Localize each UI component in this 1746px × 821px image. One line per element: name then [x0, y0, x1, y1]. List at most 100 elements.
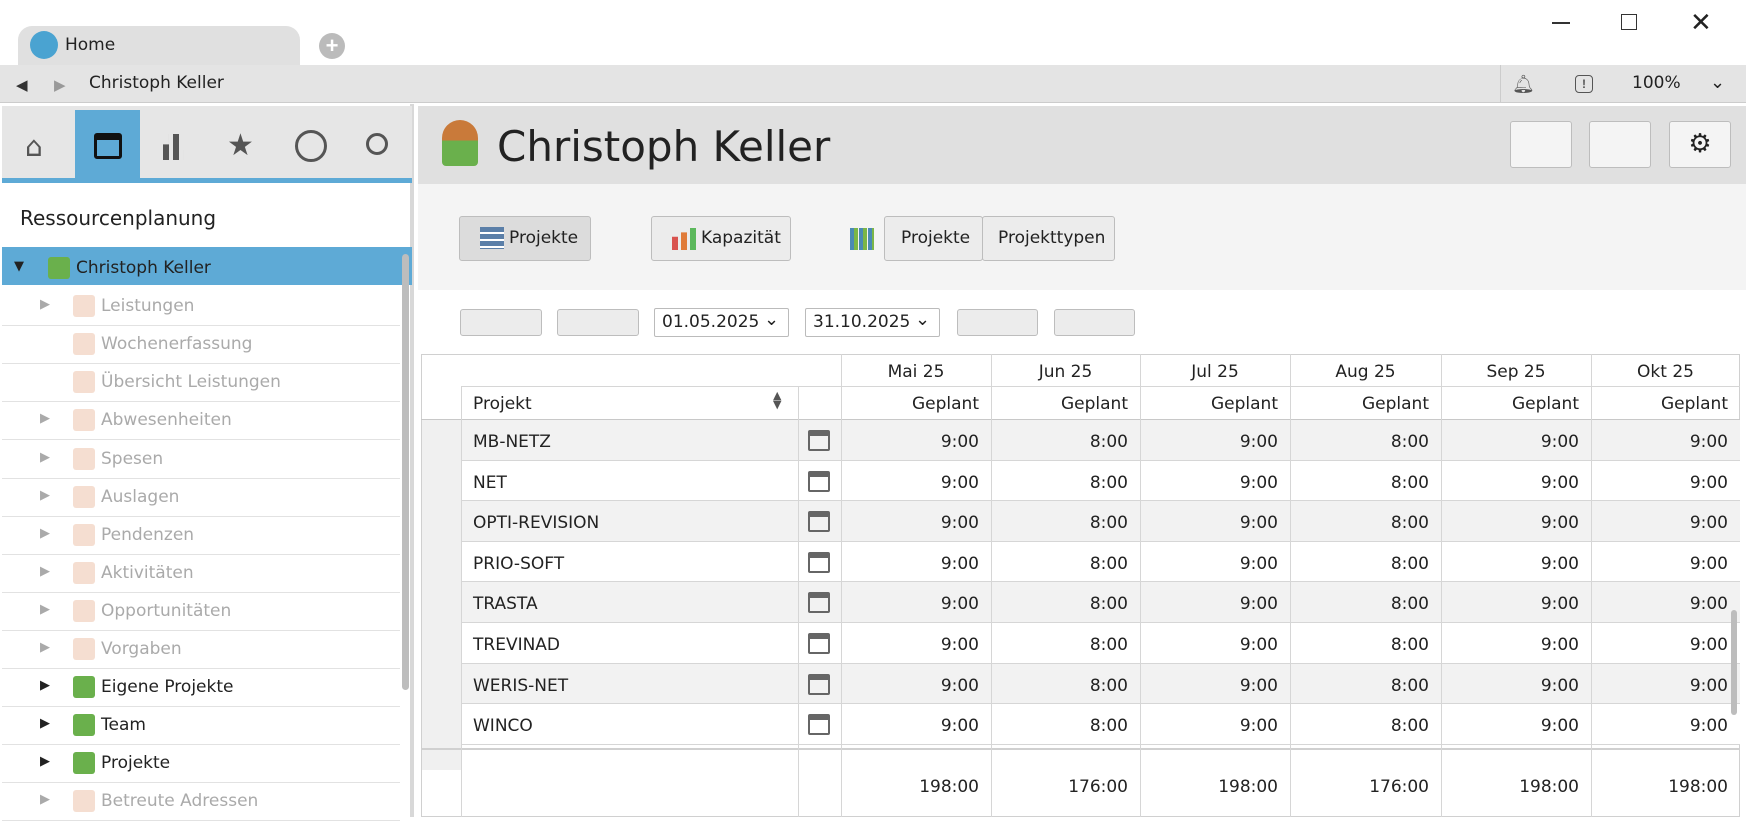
search-icon[interactable]: [366, 133, 388, 155]
month-header: Jul 25: [1191, 362, 1239, 382]
projekte-label[interactable]: Projekte: [509, 228, 579, 248]
project-name[interactable]: TREVINAD: [473, 635, 561, 655]
tree-label[interactable]: Wochenerfassung: [101, 334, 253, 355]
accent-line: [2, 178, 412, 183]
expander[interactable]: ▶: [40, 487, 50, 503]
calendar-button[interactable]: [808, 551, 830, 573]
tree-label[interactable]: Christoph Keller: [76, 258, 211, 278]
expander[interactable]: ▶: [40, 449, 50, 465]
total: 198:00: [919, 777, 979, 797]
total: 176:00: [1369, 777, 1429, 797]
tree-label[interactable]: Team: [101, 715, 146, 736]
total: 198:00: [1668, 777, 1728, 797]
tree-label[interactable]: Spesen: [101, 448, 164, 469]
sort-icon[interactable]: ▲ ▼: [773, 389, 782, 411]
home-icon[interactable]: ⌂: [25, 130, 43, 163]
date-to-text[interactable]: 31.10.2025: [813, 312, 911, 332]
project-name[interactable]: MB-NETZ: [473, 432, 551, 452]
expander[interactable]: ▶: [40, 716, 50, 732]
date-from[interactable]: [654, 308, 789, 337]
tree-label[interactable]: Aktivitäten: [101, 562, 194, 583]
range-start[interactable]: [460, 309, 542, 336]
range-back[interactable]: [557, 309, 639, 336]
tree-label[interactable]: Übersicht Leistungen: [101, 372, 281, 393]
calendar-button[interactable]: [808, 511, 830, 533]
project-name[interactable]: OPTI-REVISION: [473, 513, 600, 534]
expander[interactable]: ▶: [40, 525, 50, 541]
forward[interactable]: ▶: [54, 76, 66, 94]
active-tool[interactable]: [75, 110, 140, 178]
row-divider: [2, 477, 400, 479]
toggle-projekte[interactable]: [884, 216, 983, 261]
alert[interactable]: !: [1575, 75, 1593, 93]
zoom[interactable]: 100%: [1632, 73, 1681, 93]
toggle-projekttypen[interactable]: [982, 216, 1115, 261]
panel-button[interactable]: [1510, 121, 1572, 168]
expander[interactable]: ▶: [40, 754, 50, 770]
date-dropdown[interactable]: ⌄: [915, 309, 931, 330]
bell[interactable]: 🔔︎: [1512, 74, 1535, 95]
project-name[interactable]: WERIS-NET: [473, 675, 569, 696]
tree-label[interactable]: Auslagen: [101, 486, 180, 507]
tree-icon: [73, 561, 95, 584]
toggle-label[interactable]: Projekttypen: [998, 228, 1106, 248]
tree-label[interactable]: Eigene Projekte: [101, 677, 234, 698]
back[interactable]: ◀: [16, 76, 28, 94]
expander[interactable]: ▼: [14, 259, 24, 274]
expander[interactable]: ▶: [40, 297, 50, 313]
cell: 9:00: [940, 675, 979, 696]
tree-label[interactable]: Opportunitäten: [101, 600, 232, 621]
cell: 9:00: [940, 594, 979, 615]
selected-row[interactable]: [2, 247, 412, 285]
tree-label[interactable]: Abwesenheiten: [101, 410, 232, 431]
project-name[interactable]: PRIO-SOFT: [473, 553, 565, 574]
tab[interactable]: [18, 26, 300, 66]
new-tab[interactable]: +: [319, 33, 345, 59]
settings-button[interactable]: ⚙: [1669, 121, 1731, 168]
tree-label[interactable]: Leistungen: [101, 296, 195, 317]
sidebar-scrollbar[interactable]: [402, 254, 409, 690]
expander[interactable]: ▶: [40, 792, 50, 808]
project-name[interactable]: TRASTA: [473, 594, 538, 615]
star-icon[interactable]: ★: [227, 128, 254, 163]
minimize[interactable]: [1552, 22, 1570, 24]
zoom-menu[interactable]: ⌄: [1710, 72, 1726, 93]
month-header: Okt 25: [1637, 362, 1694, 382]
range-forward[interactable]: [957, 309, 1038, 336]
list-button[interactable]: [1589, 121, 1651, 168]
tab-title[interactable]: Home: [65, 35, 116, 55]
expander[interactable]: ▶: [40, 678, 50, 694]
tree-icon: [73, 599, 95, 622]
project-name[interactable]: WINCO: [473, 716, 533, 737]
calendar-button[interactable]: [808, 430, 830, 451]
close[interactable]: ✕: [1690, 8, 1712, 38]
table-scrollbar[interactable]: [1731, 610, 1737, 715]
project-name[interactable]: NET: [473, 472, 507, 493]
column-header[interactable]: Projekt: [473, 394, 532, 414]
toggle-label[interactable]: Projekte: [901, 228, 971, 248]
calendar-icon[interactable]: [94, 133, 122, 159]
date-from-text[interactable]: 01.05.2025: [662, 312, 760, 332]
calendar-button[interactable]: [808, 633, 830, 654]
row-divider: [2, 629, 400, 631]
tree-label[interactable]: Pendenzen: [101, 524, 195, 545]
tree-label[interactable]: Projekte: [101, 753, 171, 774]
range-end[interactable]: [1054, 309, 1135, 336]
expander[interactable]: ▶: [40, 563, 50, 579]
date-to[interactable]: [805, 308, 940, 337]
expander[interactable]: ▶: [40, 640, 50, 655]
expander[interactable]: ▶: [40, 601, 50, 617]
history-icon[interactable]: [295, 130, 327, 162]
calendar-button[interactable]: [808, 592, 830, 614]
expander[interactable]: ▶: [40, 411, 50, 427]
tree-label[interactable]: Vorgaben: [101, 639, 182, 659]
calendar-button[interactable]: [808, 470, 830, 492]
calendar-button[interactable]: [808, 673, 830, 695]
maximize[interactable]: [1621, 14, 1637, 30]
calendar-button[interactable]: [808, 714, 830, 736]
table-row: [461, 541, 1740, 583]
kapazitaet-label[interactable]: Kapazität: [701, 228, 781, 248]
cell: 9:00: [1540, 594, 1579, 615]
date-dropdown[interactable]: ⌄: [764, 309, 780, 330]
tree-label[interactable]: Betreute Adressen: [101, 791, 259, 812]
